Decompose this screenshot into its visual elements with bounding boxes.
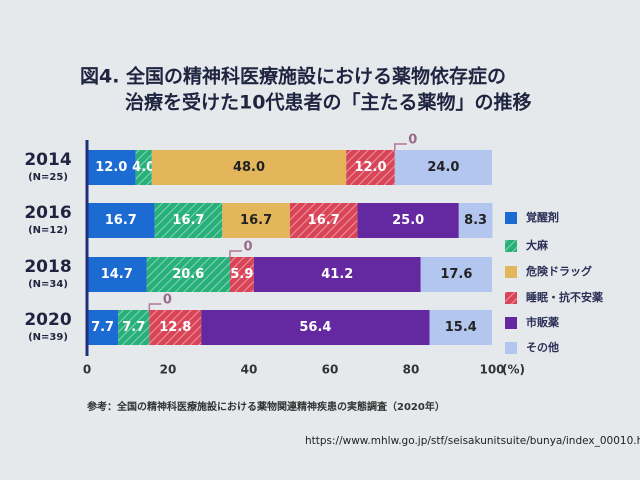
legend-label: 市販薬	[526, 315, 560, 329]
legend-label: 危険ドラッグ	[525, 264, 592, 278]
bar-hatch	[146, 257, 230, 292]
value-label: 16.7	[240, 213, 272, 228]
y-tick-note: (N=39)	[28, 332, 68, 343]
bar-segment	[87, 310, 119, 345]
x-tick-label: 0	[83, 363, 91, 377]
legend-label: 睡眠・抗不安薬	[526, 290, 604, 304]
bar-segment	[429, 310, 492, 345]
bar-segment	[222, 203, 290, 238]
legend-swatch	[505, 266, 517, 278]
bar-segment	[87, 203, 155, 238]
value-label: 17.6	[440, 267, 472, 282]
legend-label: その他	[526, 340, 559, 354]
bar-hatch	[346, 150, 395, 185]
bar-hatch	[118, 310, 150, 345]
value-label: 15.4	[445, 320, 477, 335]
zero-connector	[229, 250, 242, 259]
legend-swatch	[505, 342, 517, 354]
y-tick-label: 2020	[24, 310, 71, 330]
chart-title: 治療を受けた10代患者の「主たる薬物」の推移	[125, 91, 531, 114]
source-url: https://www.mhlw.go.jp/stf/seisakunitsui…	[305, 435, 640, 447]
value-label: 7.7	[91, 320, 114, 335]
value-label: 25.0	[392, 213, 424, 228]
x-tick-label: 40	[241, 363, 258, 377]
value-label: 8.3	[464, 213, 487, 228]
value-label: 0	[408, 133, 417, 148]
zero-connector	[394, 143, 407, 152]
value-label: 16.7	[172, 213, 204, 228]
y-tick-label: 2014	[24, 150, 71, 170]
bar-segment	[87, 257, 147, 292]
x-tick-label: 100	[479, 363, 504, 377]
legend-hatch	[505, 292, 517, 304]
bar-segment	[253, 257, 421, 292]
value-label: 16.7	[308, 213, 340, 228]
y-tick-label: 2016	[24, 203, 71, 223]
legend-swatch	[505, 317, 517, 329]
bar-segment	[151, 150, 347, 185]
x-tick-label: 20	[160, 363, 177, 377]
value-label: 41.2	[321, 267, 353, 282]
bar-segment	[87, 150, 136, 185]
value-label: 12.8	[159, 320, 191, 335]
value-label: 0	[163, 293, 172, 308]
bar-hatch	[149, 310, 202, 345]
y-tick-note: (N=34)	[28, 279, 68, 290]
legend-label: 覚醒剤	[525, 210, 559, 224]
value-label: 12.0	[95, 160, 127, 175]
source-note: 参考：全国の精神科医療施設における薬物関連精神疾患の実態調査（2020年）	[87, 400, 445, 413]
value-label: 56.4	[299, 320, 331, 335]
value-label: 24.0	[427, 160, 459, 175]
bar-hatch	[289, 203, 358, 238]
value-label: 12.0	[354, 160, 386, 175]
bar-segment	[458, 203, 493, 238]
x-tick-label: 60	[322, 363, 339, 377]
y-tick-note: (N=12)	[28, 225, 68, 236]
x-tick-label: 80	[403, 363, 420, 377]
value-label: 5.9	[230, 267, 253, 282]
bar-segment	[394, 150, 492, 185]
value-label: 20.6	[172, 267, 204, 282]
chart-title: 図4. 全国の精神科医療施設における薬物依存症の	[80, 65, 506, 88]
bar-hatch	[229, 257, 254, 292]
value-label: 48.0	[233, 160, 265, 175]
value-label: 4.0	[132, 160, 155, 175]
bar-segment	[357, 203, 459, 238]
bar-segment	[201, 310, 430, 345]
bar-hatch	[154, 203, 223, 238]
y-tick-label: 2018	[24, 257, 71, 277]
y-tick-note: (N=25)	[28, 172, 68, 183]
legend-label: 大麻	[526, 238, 549, 252]
value-label: 14.7	[101, 267, 133, 282]
value-label: 0	[243, 240, 252, 255]
value-label: 16.7	[105, 213, 137, 228]
zero-connector	[148, 303, 162, 312]
x-unit: (%)	[502, 363, 525, 377]
bar-hatch	[135, 150, 152, 185]
legend-hatch	[505, 240, 517, 252]
legend-swatch	[505, 212, 517, 224]
value-label: 7.7	[122, 320, 145, 335]
bar-segment	[420, 257, 492, 292]
